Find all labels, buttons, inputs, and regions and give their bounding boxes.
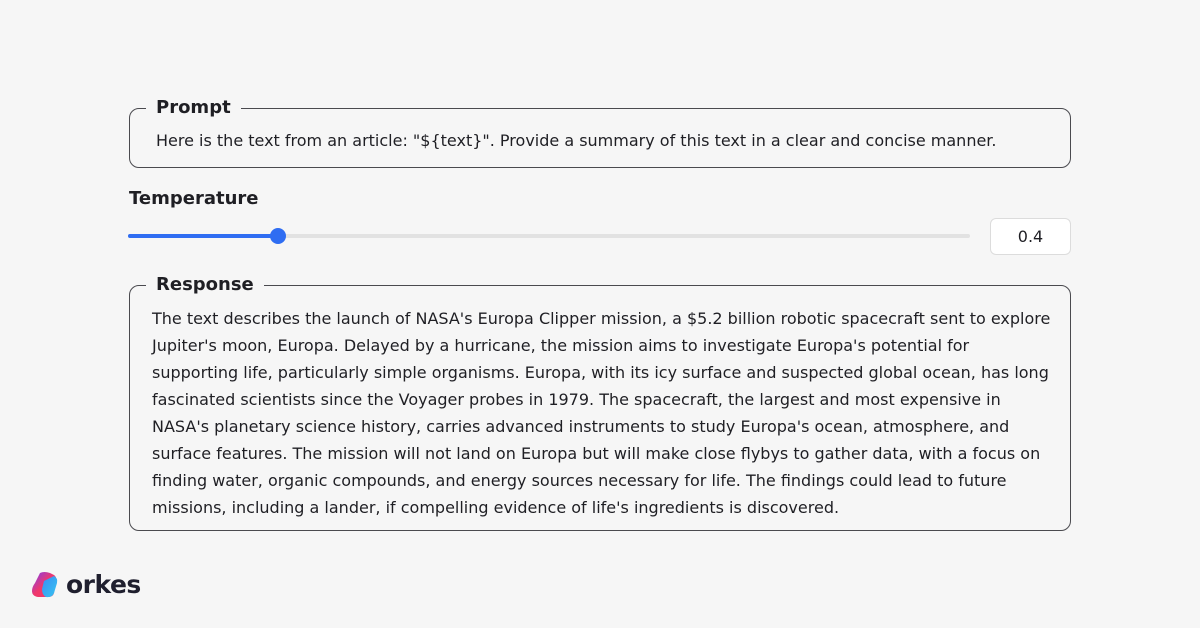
temperature-label: Temperature bbox=[129, 188, 259, 209]
response-text: The text describes the launch of NASA's … bbox=[152, 309, 1051, 517]
response-label: Response bbox=[146, 272, 264, 298]
temperature-value-input[interactable]: 0.4 bbox=[990, 218, 1071, 255]
brand-name: orkes bbox=[66, 570, 141, 599]
prompt-field[interactable]: Prompt Here is the text from an article:… bbox=[129, 95, 1071, 168]
orkes-logo: orkes bbox=[30, 570, 141, 599]
prompt-label: Prompt bbox=[146, 95, 241, 121]
temperature-slider[interactable] bbox=[128, 228, 970, 244]
temperature-slider-fill bbox=[128, 234, 278, 238]
orkes-logo-icon bbox=[32, 571, 58, 597]
response-field: Response The text describes the launch o… bbox=[129, 272, 1071, 531]
temperature-slider-thumb[interactable] bbox=[269, 228, 286, 244]
prompt-text[interactable]: Here is the text from an article: "${tex… bbox=[156, 131, 997, 150]
